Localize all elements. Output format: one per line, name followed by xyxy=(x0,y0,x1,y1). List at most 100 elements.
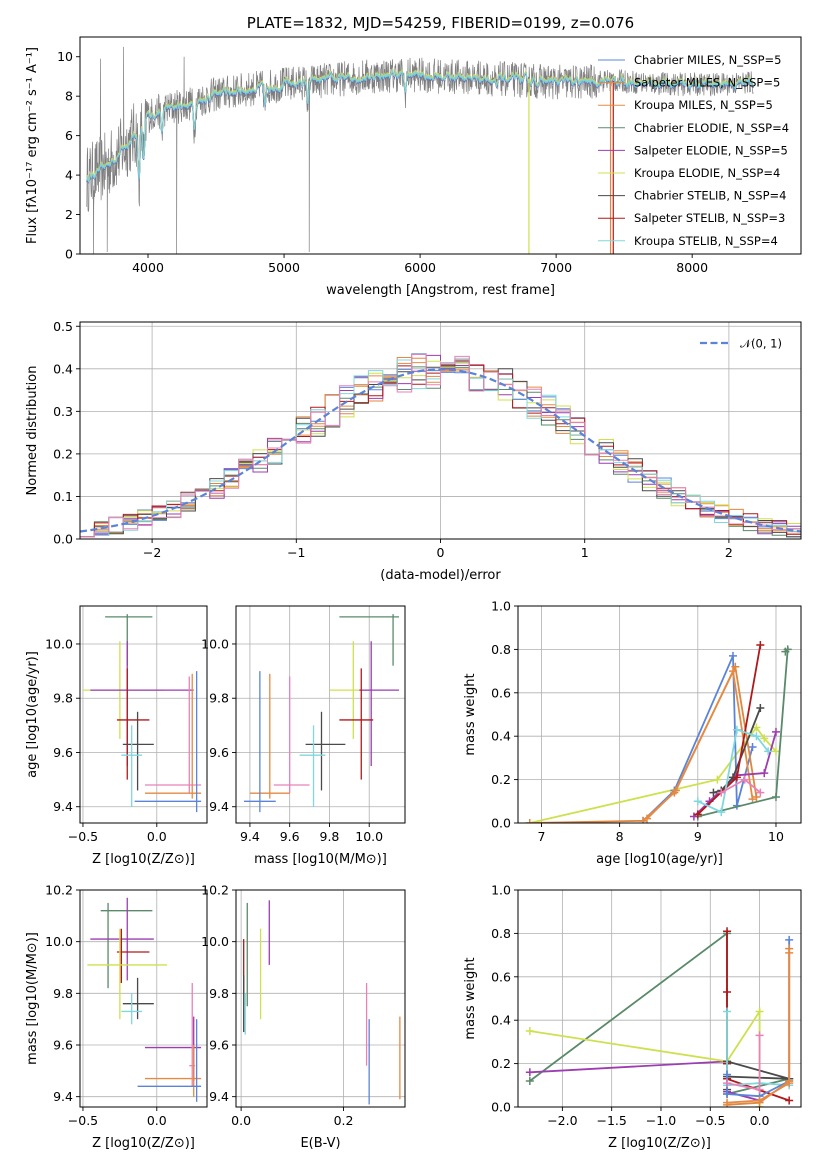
plus-marker xyxy=(723,1079,732,1088)
plus-marker xyxy=(723,1089,732,1098)
y-tick-label: 9.8 xyxy=(209,986,229,1001)
plus-marker xyxy=(642,814,651,823)
errorbar-point xyxy=(122,977,154,1020)
x-tick-label: −1.0 xyxy=(646,1113,676,1128)
errorbar-point xyxy=(87,928,168,1020)
legend-entry: Salpeter STELIB, N_SSP=3 xyxy=(634,211,785,225)
errorbar-point xyxy=(144,673,202,799)
plus-marker xyxy=(732,725,741,734)
plus-marker xyxy=(771,747,780,756)
x-axis-label: wavelength [Angstrom, rest frame] xyxy=(326,283,555,298)
plus-marker xyxy=(723,987,732,996)
x-tick-label: −2.0 xyxy=(547,1113,577,1128)
weight-series xyxy=(693,725,773,817)
errorbar-point xyxy=(122,711,154,791)
legend: Chabrier MILES, N_SSP=5 Salpeter MILES, N… xyxy=(598,53,789,248)
series-line xyxy=(529,663,758,823)
plot-area xyxy=(86,46,754,254)
plus-marker xyxy=(785,1096,794,1105)
errorbar-point xyxy=(121,725,143,807)
plot-area xyxy=(82,614,202,813)
legend-entry: Kroupa ELODIE, N_SSP=4 xyxy=(634,166,780,180)
y-tick-label: 1.0 xyxy=(491,599,511,614)
x-tick-label: −0.5 xyxy=(695,1113,725,1128)
y-tick-label: 1.0 xyxy=(491,883,511,898)
weight-series xyxy=(642,667,757,823)
plot-frame xyxy=(235,605,406,824)
x-tick-label: 7000 xyxy=(540,260,572,275)
errorbar-point xyxy=(249,673,290,799)
plus-marker xyxy=(785,1079,794,1088)
x-tick-label: 4000 xyxy=(132,260,164,275)
plus-marker xyxy=(728,651,737,660)
y-axis-label: mass [log10(M/M⊙)] xyxy=(25,932,40,1065)
y-tick-label: 0.0 xyxy=(53,532,73,547)
plot-frame xyxy=(79,605,208,824)
plot-4: 9.4 9.6 9.8 10.0 9.4 9.6 9.8 10.0 mass [log10(M/… xyxy=(201,605,406,867)
plus-marker xyxy=(781,647,790,656)
weight-series xyxy=(693,641,765,819)
x-tick-label: 0.0 xyxy=(147,1113,167,1128)
plot-1: 4000 5000 6000 7000 8000 0 2 4 6 8 10 wavelength [A… xyxy=(25,36,802,298)
plus-marker xyxy=(740,775,749,784)
x-tick-label: 6000 xyxy=(404,260,436,275)
series-line xyxy=(529,1008,761,1107)
plus-marker xyxy=(525,819,534,823)
plot-area xyxy=(525,927,794,1107)
plus-marker xyxy=(748,795,757,804)
model-spectrum-line xyxy=(86,68,754,183)
plus-marker xyxy=(755,1007,764,1016)
plus-marker xyxy=(693,810,702,819)
plus-marker xyxy=(723,1070,732,1079)
x-tick-label: 5000 xyxy=(268,260,300,275)
y-tick-label: 0.2 xyxy=(53,446,73,461)
y-tick-label: 9.8 xyxy=(53,986,73,1001)
y-axis-label: Normed distribution xyxy=(25,366,40,496)
plus-marker xyxy=(760,769,769,778)
x-tick-label: 0.0 xyxy=(231,1113,251,1128)
x-axis-label: Z [log10(Z/Z⊙)] xyxy=(92,1136,195,1151)
plus-marker xyxy=(755,1085,764,1094)
weight-series xyxy=(717,775,765,797)
x-tick-label: 8 xyxy=(616,829,624,844)
x-axis-label: age [log10(age/yr)] xyxy=(596,852,723,867)
x-axis-label: mass [log10(M/M⊙)] xyxy=(254,852,387,867)
y-tick-label: 0.1 xyxy=(53,489,73,504)
x-tick-label: 9.4 xyxy=(240,829,260,844)
weight-series xyxy=(525,1007,764,1107)
legend-entry: Salpeter MILES, N_SSP=5 xyxy=(634,76,780,90)
plus-marker xyxy=(785,948,794,957)
y-tick-label: 9.8 xyxy=(53,691,73,706)
plus-marker xyxy=(785,935,794,944)
errorbar-point xyxy=(305,711,346,791)
plot-frame xyxy=(79,889,208,1108)
plot-frame xyxy=(517,889,802,1108)
plus-marker xyxy=(764,747,773,756)
y-tick-label: 0.4 xyxy=(53,361,73,376)
weight-series xyxy=(723,1057,794,1094)
plot-area xyxy=(87,897,202,1102)
plot-frame xyxy=(79,36,802,255)
plot-2: −2 −1 0 1 2 0.0 0.1 0.2 0.3 0.4 0.5 (data-model)/er… xyxy=(25,319,802,583)
weight-series xyxy=(525,1057,764,1105)
y-tick-label: 0.6 xyxy=(491,685,511,700)
legend-entry: Chabrier MILES, N_SSP=5 xyxy=(634,53,781,67)
y-tick-label: 0.4 xyxy=(491,729,511,744)
errorbar-point xyxy=(100,902,153,989)
y-tick-label: 10.0 xyxy=(45,934,73,949)
plus-marker xyxy=(771,727,780,736)
series-line xyxy=(697,647,789,818)
x-tick-label: −2 xyxy=(143,545,161,560)
x-tick-label: −0.5 xyxy=(68,1113,98,1128)
y-tick-label: 0.2 xyxy=(491,772,511,787)
y-tick-label: 0.3 xyxy=(53,404,73,419)
y-tick-label: 10 xyxy=(57,49,73,64)
errorbar-point xyxy=(359,641,400,767)
y-tick-label: 9.4 xyxy=(209,1089,229,1104)
x-tick-label: 0 xyxy=(437,545,445,560)
x-tick-label: 9.6 xyxy=(280,829,300,844)
plus-marker xyxy=(752,732,761,741)
y-tick-label: 10.2 xyxy=(45,883,73,898)
plot-frame xyxy=(235,889,406,1108)
